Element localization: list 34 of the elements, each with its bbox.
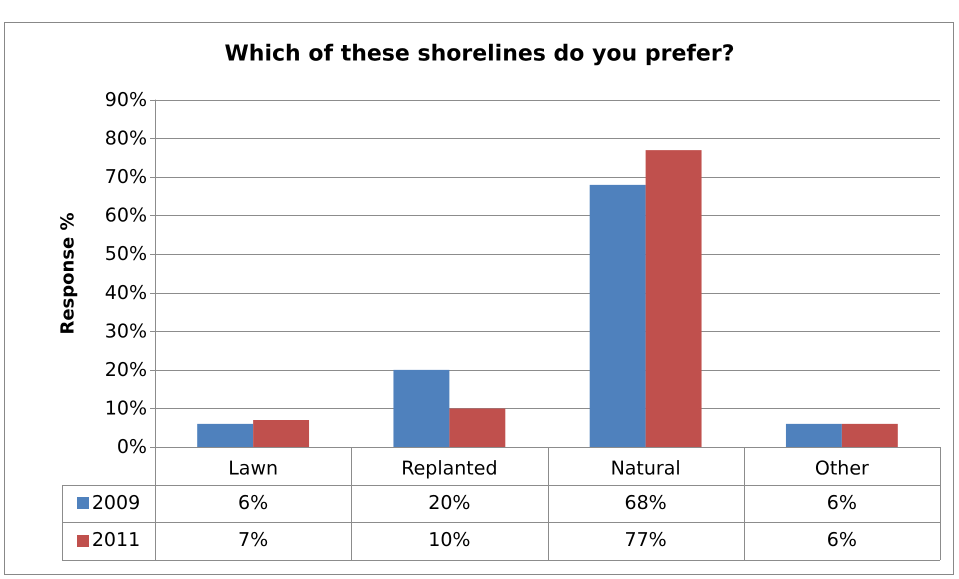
y-tick-label: 10% — [104, 397, 147, 420]
chart-title: Which of these shorelines do you prefer? — [224, 42, 734, 66]
x-tick-label: Replanted — [401, 458, 498, 480]
legend-label: 2009 — [90, 490, 142, 516]
y-tick-label: 90% — [104, 89, 147, 111]
y-tick-label: 20% — [104, 358, 147, 381]
bar — [590, 184, 646, 447]
x-tick-label: Lawn — [228, 458, 278, 480]
bar — [646, 150, 702, 447]
data-label: 6% — [826, 490, 858, 516]
y-tick-label: 50% — [104, 243, 147, 266]
data-label: 10% — [427, 528, 472, 553]
bar — [393, 370, 450, 447]
bar — [197, 424, 254, 447]
data-label: 6% — [826, 528, 858, 553]
y-tick-label: 80% — [104, 128, 147, 150]
data-label: 20% — [427, 490, 472, 516]
y-tick-label: 40% — [104, 282, 147, 304]
data-label: 77% — [624, 528, 668, 553]
y-tick-label: 70% — [104, 166, 147, 188]
x-tick-label: Other — [814, 458, 870, 480]
x-tick-label: Natural — [610, 458, 681, 480]
data-label: 6% — [237, 490, 270, 516]
legend-label: 2011 — [90, 528, 142, 553]
bar — [253, 420, 310, 447]
data-label: 7% — [237, 528, 270, 553]
bar — [786, 424, 842, 447]
y-tick-label: 0% — [116, 436, 147, 458]
bar — [449, 408, 506, 447]
y-tick-label: 30% — [104, 320, 147, 342]
y-tick-label: 60% — [104, 204, 147, 227]
y-axis-title: Response % — [58, 212, 78, 335]
data-label: 68% — [624, 490, 668, 516]
bar — [842, 424, 898, 447]
